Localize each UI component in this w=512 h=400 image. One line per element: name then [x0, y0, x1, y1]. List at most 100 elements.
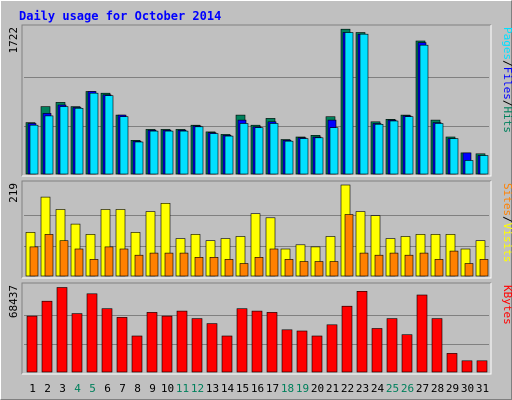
bar-hits-pages-day-5: [89, 92, 99, 175]
bar-visits-sites-day-30: [464, 263, 474, 277]
day-label-9: 9: [149, 382, 156, 395]
bar-visits-sites-day-31: [479, 259, 489, 277]
kbytes-legend-item-0: KBytes: [501, 285, 512, 325]
bar-hits-pages-day-16: [254, 127, 264, 175]
bar-hits-pages-day-24: [374, 124, 384, 175]
kbytes-border-highlight: [22, 283, 492, 375]
bar-visits-sites-day-17: [269, 248, 279, 277]
bar-hits-pages-day-20: [314, 137, 324, 175]
bar-kbytes-kbytes-day-4: [71, 313, 83, 373]
bar-visits-sites-day-18: [284, 259, 294, 277]
day-label-31: 31: [476, 382, 489, 395]
bar-kbytes-kbytes-day-3: [56, 287, 68, 373]
bar-kbytes-kbytes-day-31: [476, 360, 488, 373]
bar-kbytes-kbytes-day-18: [281, 329, 293, 373]
hits-border-highlight: [22, 25, 492, 177]
bar-hits-pages-day-2: [44, 115, 54, 175]
panel-kbytes: 68437 KBytes: [7, 282, 512, 375]
kbytes-series-kbytes: [26, 287, 488, 373]
bar-kbytes-kbytes-day-20: [311, 335, 323, 373]
day-label-30: 30: [461, 382, 474, 395]
day-label-13: 13: [206, 382, 219, 395]
bar-kbytes-kbytes-day-28: [431, 318, 443, 373]
day-axis-labels: 1 2 3 4 5 6 7 8 9 10 11 12 13 14 15 16 17 18 19 20 21 22 23 24 2…: [29, 382, 489, 395]
day-label-7: 7: [119, 382, 126, 395]
day-label-17: 17: [266, 382, 279, 395]
bar-hits-pages-day-22: [344, 32, 354, 175]
day-label-3: 3: [59, 382, 66, 395]
day-label-25: 25: [386, 382, 399, 395]
kbytes-max-label: 68437: [7, 285, 20, 318]
bar-hits-pages-day-8: [134, 141, 144, 175]
bar-hits-pages-day-13: [209, 133, 219, 175]
day-label-4: 4: [74, 382, 81, 395]
bar-visits-sites-day-28: [434, 259, 444, 277]
bar-kbytes-kbytes-day-11: [176, 310, 188, 373]
bar-visits-sites-day-25: [389, 252, 399, 277]
bar-hits-pages-day-30: [464, 160, 474, 175]
bar-kbytes-kbytes-day-16: [251, 310, 263, 373]
bar-kbytes-kbytes-day-27: [416, 294, 428, 373]
day-label-6: 6: [104, 382, 111, 395]
bar-hits-pages-day-9: [149, 130, 159, 175]
bar-visits-sites-day-16: [254, 256, 264, 277]
bar-kbytes-kbytes-day-7: [116, 317, 128, 373]
visits-series-sites: [29, 214, 489, 277]
bar-visits-sites-day-15: [239, 263, 249, 277]
bar-visits-sites-day-2: [44, 234, 54, 277]
hits-legend-item-3: /: [501, 100, 512, 107]
kbytes-legend: KBytes: [501, 285, 512, 325]
hits-legend-item-1: /: [501, 60, 512, 67]
day-label-22: 22: [341, 382, 354, 395]
bar-kbytes-kbytes-day-9: [146, 312, 158, 373]
panel-visits: 219 Sites/Visits: [7, 180, 512, 279]
bar-hits-pages-day-21: [329, 127, 339, 175]
day-label-23: 23: [356, 382, 369, 395]
bar-kbytes-kbytes-day-13: [206, 323, 218, 373]
visits-legend: Sites/Visits: [501, 183, 512, 263]
bar-hits-pages-day-18: [284, 140, 294, 175]
bar-hits-pages-day-17: [269, 123, 279, 175]
bar-visits-sites-day-19: [299, 261, 309, 277]
bar-hits-pages-day-15: [239, 123, 249, 175]
bar-visits-sites-day-21: [329, 261, 339, 277]
bar-hits-pages-day-7: [119, 116, 129, 175]
hits-legend-item-0: Pages: [501, 27, 512, 60]
bar-hits-pages-day-25: [389, 120, 399, 175]
bar-kbytes-kbytes-day-1: [26, 315, 38, 373]
bar-hits-pages-day-14: [224, 135, 234, 175]
day-label-28: 28: [431, 382, 444, 395]
bar-visits-sites-day-29: [449, 250, 459, 277]
day-label-15: 15: [236, 382, 249, 395]
bar-visits-sites-day-13: [209, 256, 219, 277]
bar-visits-sites-day-7: [119, 248, 129, 277]
day-label-1: 1: [29, 382, 36, 395]
day-label-26: 26: [401, 382, 414, 395]
bar-visits-sites-day-8: [134, 254, 144, 277]
bar-visits-sites-day-27: [419, 252, 429, 277]
day-label-29: 29: [446, 382, 459, 395]
hits-max-label: 1722: [7, 27, 20, 54]
bar-visits-sites-day-5: [89, 259, 99, 277]
kbytes-border-shadow: [21, 282, 491, 374]
bar-hits-pages-day-31: [479, 155, 489, 175]
day-label-8: 8: [134, 382, 141, 395]
bar-hits-pages-day-29: [449, 138, 459, 175]
hits-legend: Pages/Files/Hits: [501, 27, 512, 133]
day-label-19: 19: [296, 382, 309, 395]
hits-series-pages: [29, 32, 489, 175]
visits-legend-item-2: Visits: [501, 223, 512, 263]
bar-hits-pages-day-3: [59, 106, 69, 175]
bar-kbytes-kbytes-day-6: [101, 308, 113, 373]
bar-hits-pages-day-4: [74, 108, 84, 175]
bar-kbytes-kbytes-day-5: [86, 293, 98, 373]
bar-visits-sites-day-14: [224, 259, 234, 277]
hits-legend-item-2: Files: [501, 67, 512, 100]
bar-kbytes-kbytes-day-17: [266, 312, 278, 373]
bar-kbytes-kbytes-day-24: [371, 328, 383, 373]
bar-kbytes-kbytes-day-29: [446, 353, 458, 373]
day-label-12: 12: [191, 382, 204, 395]
bar-visits-sites-day-22: [344, 214, 354, 277]
visits-legend-item-1: /: [501, 216, 512, 223]
